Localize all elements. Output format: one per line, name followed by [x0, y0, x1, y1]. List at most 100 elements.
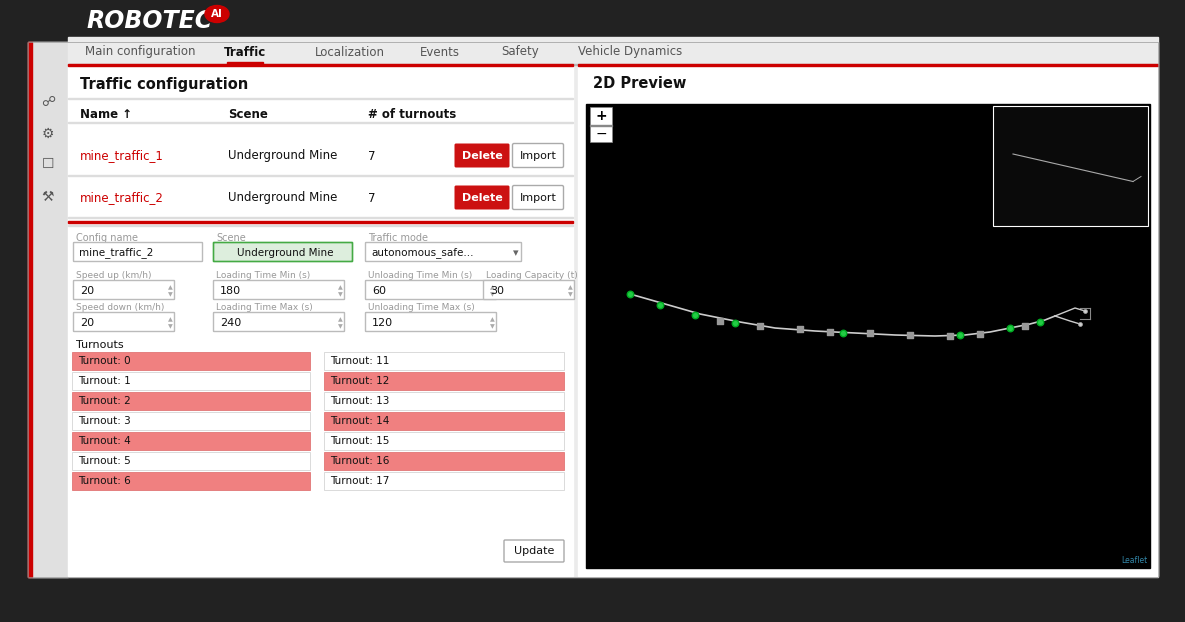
Text: Delete: Delete [462, 151, 502, 161]
Bar [72, 472, 310, 490]
Bar [28, 42, 68, 577]
FancyBboxPatch shape [213, 312, 345, 332]
FancyBboxPatch shape [455, 185, 510, 210]
Text: Unloading Time Max (s): Unloading Time Max (s) [369, 302, 475, 312]
Text: Turnout: 16: Turnout: 16 [329, 456, 390, 466]
Bar [578, 63, 1158, 66]
Text: Scene: Scene [228, 108, 268, 121]
Text: Name ↑: Name ↑ [81, 108, 132, 121]
Point [1016, 321, 1035, 331]
Text: Underground Mine: Underground Mine [228, 149, 338, 162]
Bar [72, 452, 310, 470]
Text: Underground Mine: Underground Mine [228, 192, 338, 205]
Text: mine_traffic_2: mine_traffic_2 [81, 192, 164, 205]
Text: Speed down (km/h): Speed down (km/h) [76, 302, 165, 312]
Text: 60: 60 [372, 286, 386, 296]
Text: Turnout: 4: Turnout: 4 [78, 436, 130, 446]
Text: Turnout: 14: Turnout: 14 [329, 416, 390, 426]
Point [860, 328, 879, 338]
Bar [324, 412, 564, 430]
Text: 7: 7 [369, 149, 376, 162]
Text: Import: Import [519, 151, 557, 161]
Text: Traffic configuration: Traffic configuration [81, 77, 248, 91]
FancyBboxPatch shape [213, 281, 345, 300]
Text: autonomous_safe...: autonomous_safe... [371, 248, 474, 259]
Point [833, 328, 852, 338]
Text: ▲: ▲ [568, 285, 572, 290]
Bar [72, 352, 310, 370]
Bar [590, 125, 611, 126]
FancyBboxPatch shape [213, 243, 352, 261]
Bar [72, 412, 310, 430]
Text: ▼: ▼ [489, 325, 494, 330]
Point [971, 329, 989, 339]
Text: ☍: ☍ [41, 95, 55, 109]
Bar [578, 64, 1158, 576]
FancyBboxPatch shape [512, 185, 564, 210]
Text: ▼: ▼ [167, 292, 172, 297]
Text: ▲: ▲ [489, 285, 494, 290]
Point [1000, 323, 1019, 333]
Bar [68, 217, 574, 218]
Text: Turnouts: Turnouts [76, 340, 123, 350]
FancyBboxPatch shape [455, 144, 510, 167]
FancyBboxPatch shape [365, 243, 521, 261]
Point [621, 289, 640, 299]
Text: ☐: ☐ [41, 157, 55, 171]
Text: Loading Time Min (s): Loading Time Min (s) [216, 271, 310, 279]
Text: mine_traffic_2: mine_traffic_2 [79, 248, 153, 259]
Text: ⚙: ⚙ [41, 127, 55, 141]
Point [651, 300, 670, 310]
Text: ▼: ▼ [338, 292, 342, 297]
Text: ▾: ▾ [513, 248, 519, 258]
Text: Main configuration: Main configuration [85, 45, 196, 58]
FancyBboxPatch shape [365, 281, 497, 300]
Text: 180: 180 [220, 286, 241, 296]
Text: Vehicle Dynamics: Vehicle Dynamics [578, 45, 683, 58]
Point [941, 331, 960, 341]
Text: Turnout: 12: Turnout: 12 [329, 376, 390, 386]
Bar [993, 106, 1148, 226]
Bar [68, 98, 574, 99]
Bar [72, 372, 310, 390]
Text: ▼: ▼ [338, 325, 342, 330]
Bar [68, 37, 1158, 64]
Text: 240: 240 [220, 318, 242, 328]
Bar [324, 372, 564, 390]
Text: 120: 120 [372, 318, 393, 328]
Text: # of turnouts: # of turnouts [369, 108, 456, 121]
Text: Traffic mode: Traffic mode [369, 233, 428, 243]
Text: Turnout: 17: Turnout: 17 [329, 476, 390, 486]
Point [790, 324, 809, 334]
Point [820, 327, 839, 337]
Text: Speed up (km/h): Speed up (km/h) [76, 271, 152, 279]
Bar [324, 432, 564, 450]
Text: AI: AI [211, 9, 223, 19]
FancyBboxPatch shape [483, 281, 575, 300]
Point [1031, 317, 1050, 327]
Bar [68, 64, 1158, 65]
Bar [28, 42, 32, 577]
Point [950, 330, 969, 340]
Point [1076, 306, 1095, 316]
Text: Scene: Scene [216, 233, 245, 243]
Text: Config name: Config name [76, 233, 137, 243]
Text: ▲: ▲ [167, 317, 172, 322]
Text: Safety: Safety [501, 45, 539, 58]
Text: Import: Import [519, 193, 557, 203]
Text: 2D Preview: 2D Preview [592, 77, 686, 91]
FancyBboxPatch shape [365, 312, 497, 332]
Text: Unloading Time Min (s): Unloading Time Min (s) [369, 271, 473, 279]
Bar [68, 175, 574, 176]
Bar [590, 107, 611, 142]
Bar [68, 63, 574, 66]
Text: Turnout: 5: Turnout: 5 [78, 456, 130, 466]
Bar [28, 42, 1158, 577]
Bar [72, 432, 310, 450]
Text: 7: 7 [369, 192, 376, 205]
Bar [324, 392, 564, 410]
Text: +: + [595, 109, 607, 123]
Point [901, 330, 920, 340]
Text: ⚒: ⚒ [41, 190, 55, 204]
Text: Turnout: 13: Turnout: 13 [329, 396, 390, 406]
